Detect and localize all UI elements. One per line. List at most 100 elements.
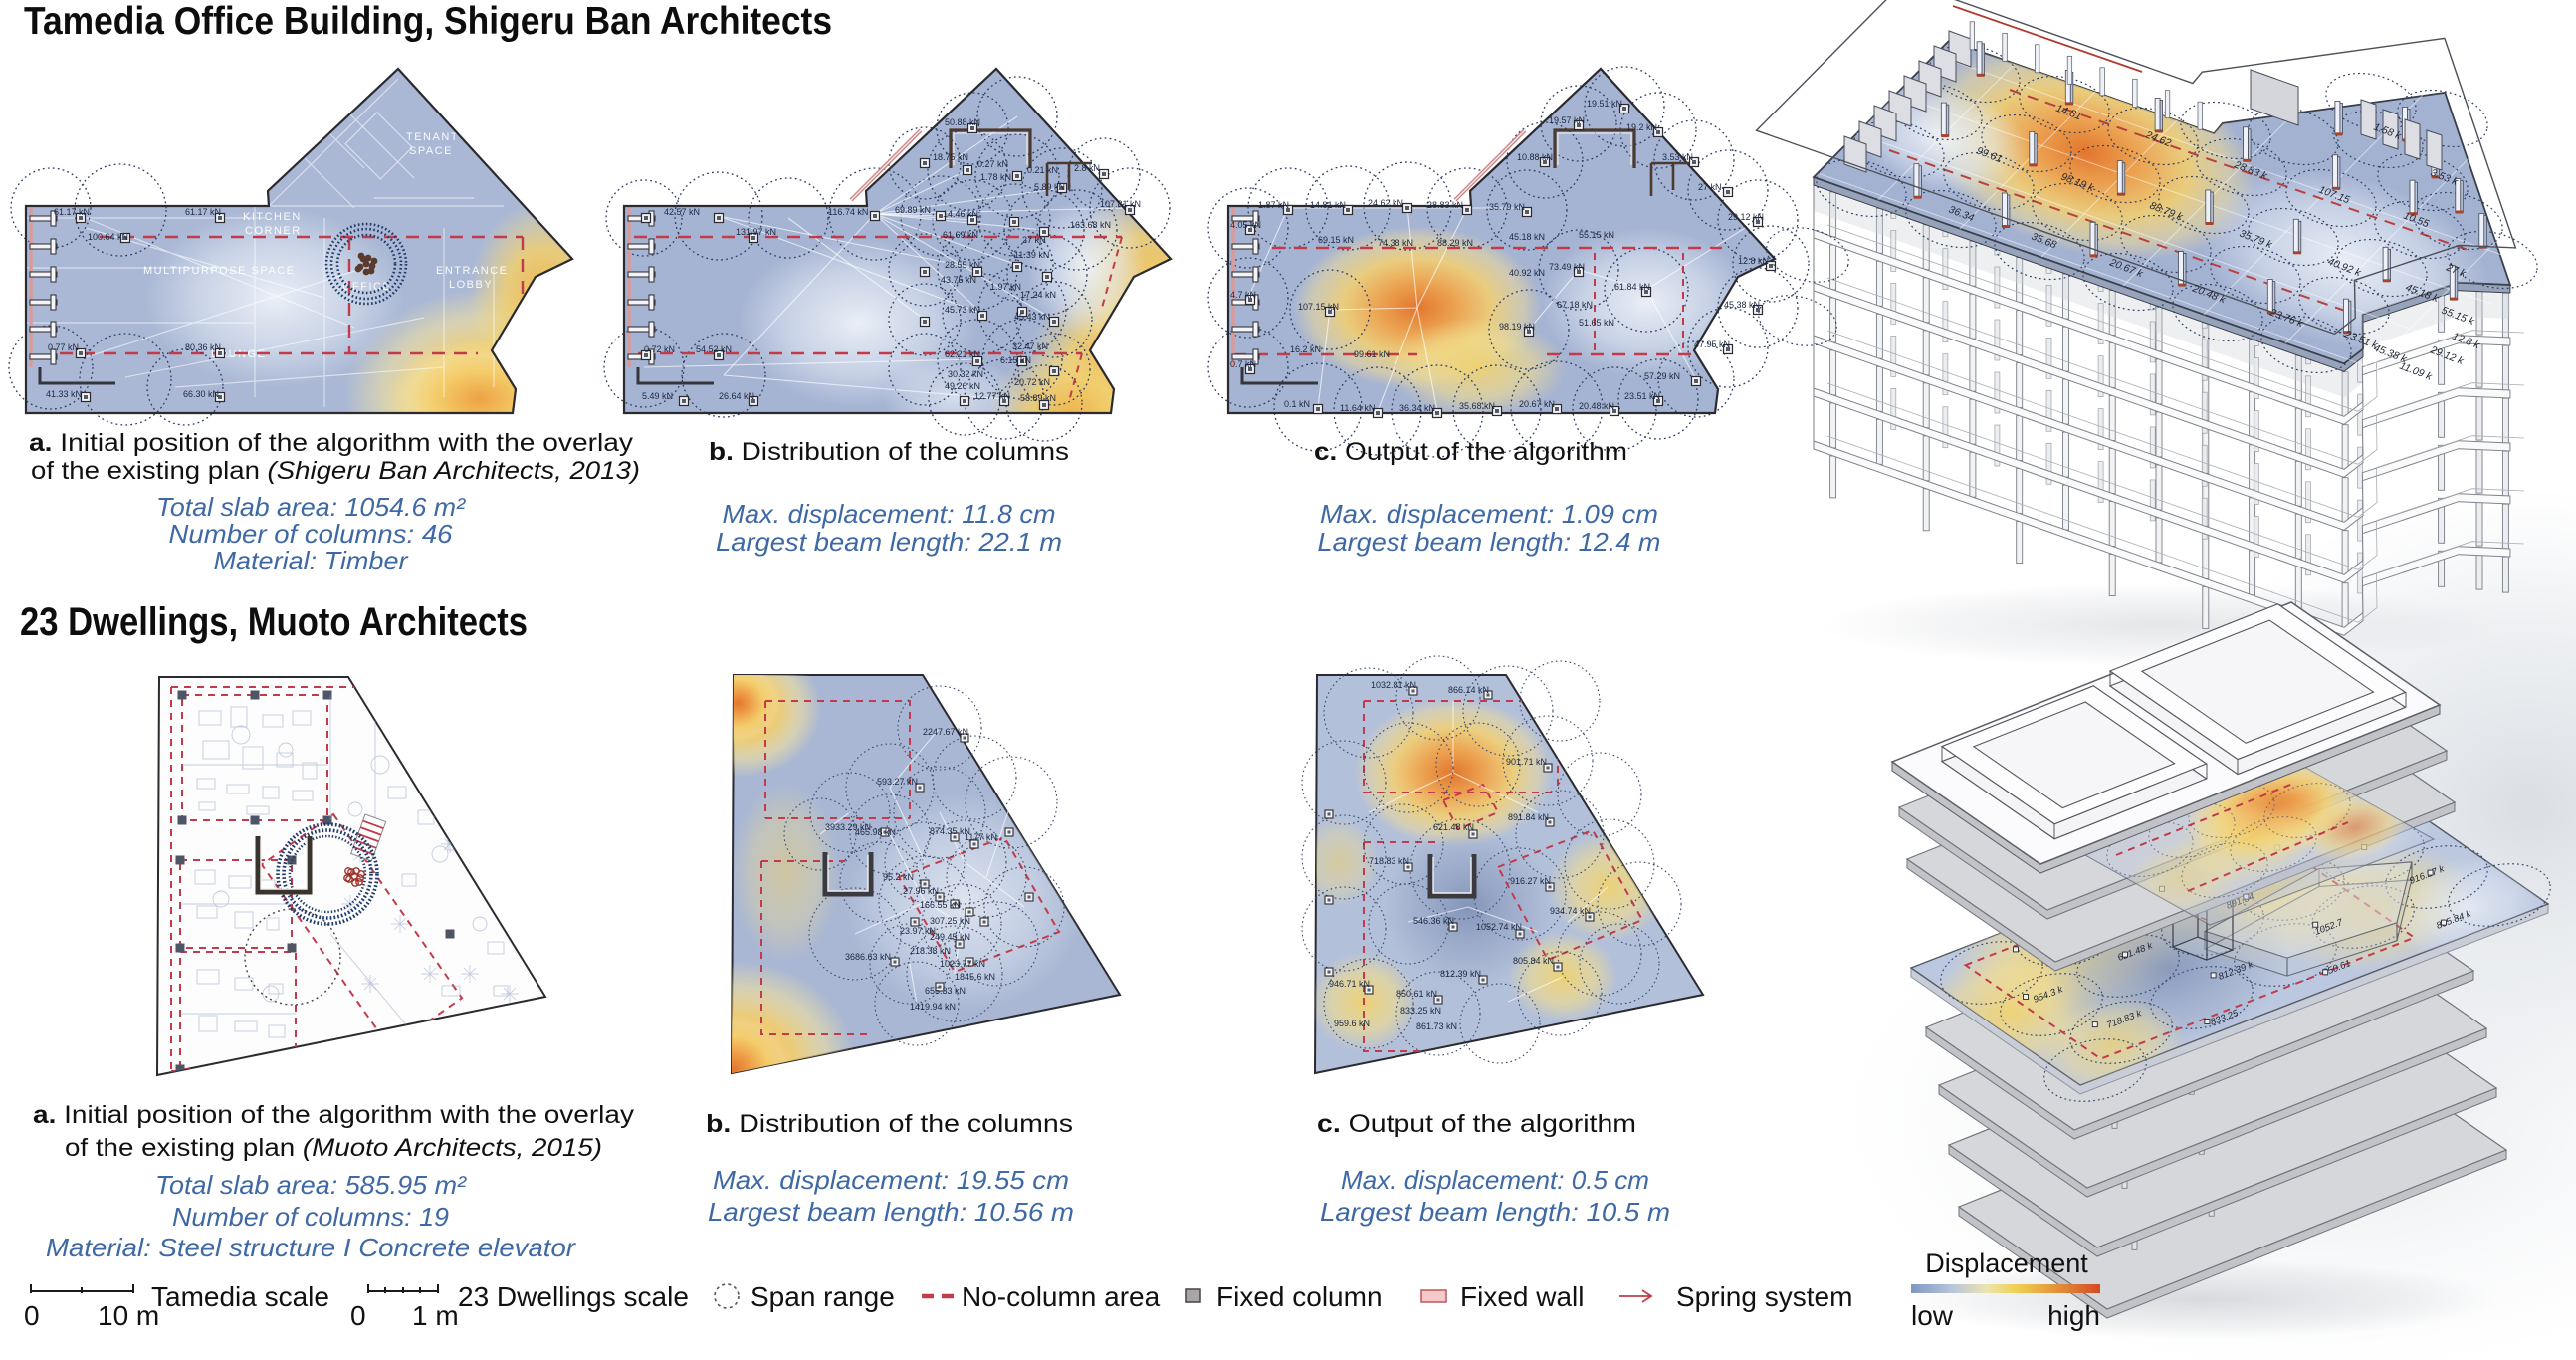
svg-text:95.2 kN: 95.2 kN [883, 872, 914, 882]
svg-text:49.26 kN: 49.26 kN [945, 381, 980, 391]
svg-text:891.84 kN: 891.84 kN [1508, 812, 1549, 822]
svg-text:1032.81 kN: 1032.81 kN [1371, 680, 1416, 690]
svg-text:11.39 kN: 11.39 kN [1014, 250, 1049, 260]
svg-text:946.71 kN: 946.71 kN [1329, 979, 1370, 989]
svg-text:959.6 kN: 959.6 kN [1334, 1019, 1370, 1028]
svg-text:14.46 kN: 14.46 kN [943, 209, 978, 219]
svg-text:1023.77 kN: 1023.77 kN [940, 959, 985, 969]
svg-text:43.75 kN: 43.75 kN [941, 275, 976, 285]
svg-text:Largest beam length: 10.56 m: Largest beam length: 10.56 m [708, 1197, 1074, 1227]
svg-text:Max. displacement: 1.09 cm: Max. displacement: 1.09 cm [1320, 499, 1658, 529]
svg-text:88.29 kN: 88.29 kN [1437, 238, 1473, 248]
svg-text:32.47 kN: 32.47 kN [1012, 341, 1048, 351]
svg-text:low: low [1911, 1300, 1954, 1331]
svg-text:27 kN: 27 kN [1698, 182, 1722, 192]
svg-text:14.81 kN: 14.81 kN [1310, 200, 1346, 210]
svg-text:3686.63 kN: 3686.63 kN [845, 952, 891, 962]
svg-text:866.14 kN: 866.14 kN [1448, 685, 1489, 695]
svg-text:166.55 kN: 166.55 kN [920, 900, 961, 910]
svg-text:1052.74 kN: 1052.74 kN [1476, 922, 1522, 932]
svg-text:29.12 kN: 29.12 kN [1728, 212, 1764, 222]
svg-text:20.48 kN: 20.48 kN [1579, 401, 1614, 411]
svg-text:a. Initial position of the alg: a. Initial position of the algorithm wit… [29, 429, 634, 457]
svg-text:c. Output of the algorithm: c. Output of the algorithm [1314, 438, 1627, 466]
svg-text:Tamedia Office Building, Shige: Tamedia Office Building, Shigeru Ban Arc… [24, 0, 832, 43]
svg-text:67.18 kN: 67.18 kN [1557, 300, 1593, 310]
svg-text:73.49 kN: 73.49 kN [1549, 262, 1585, 272]
svg-text:MULTIPURPOSE SPACE: MULTIPURPOSE SPACE [143, 265, 296, 277]
svg-text:61.69 kN: 61.69 kN [943, 230, 978, 240]
svg-text:TENANT: TENANT [406, 131, 459, 143]
svg-text:16.2 kN: 16.2 kN [1290, 344, 1321, 354]
svg-text:812.39 kN: 812.39 kN [1440, 969, 1481, 979]
svg-text:20.72 kN: 20.72 kN [1014, 377, 1050, 387]
svg-text:No-column area: No-column area [962, 1281, 1161, 1312]
svg-text:a. Initial position of the alg: a. Initial position of the algorithm wit… [33, 1101, 635, 1129]
svg-text:1.97 kN: 1.97 kN [990, 282, 1021, 292]
svg-text:51.65 kN: 51.65 kN [1579, 318, 1614, 328]
svg-text:b. Distribution of the columns: b. Distribution of the columns [706, 1110, 1073, 1138]
svg-text:high: high [2047, 1300, 2100, 1331]
svg-text:Spring system: Spring system [1676, 1281, 1852, 1312]
svg-text:116.74 kN: 116.74 kN [828, 207, 868, 217]
svg-text:901.71 kN: 901.71 kN [1506, 757, 1547, 767]
svg-text:23 Dwellings scale: 23 Dwellings scale [458, 1281, 689, 1312]
svg-text:57.29 kN: 57.29 kN [1644, 371, 1680, 381]
svg-text:28.83 kN: 28.83 kN [1427, 200, 1463, 210]
svg-text:621.48 kN: 621.48 kN [1433, 822, 1474, 832]
svg-text:69.89 kN: 69.89 kN [895, 205, 931, 215]
svg-text:218.38 kN: 218.38 kN [910, 946, 951, 956]
svg-text:20.67 kN: 20.67 kN [1519, 399, 1555, 409]
svg-text:0.27 kN: 0.27 kN [977, 159, 1008, 169]
svg-text:0.1 kN: 0.1 kN [1284, 399, 1310, 409]
svg-text:1 m: 1 m [412, 1300, 459, 1331]
svg-text:19.57 kN: 19.57 kN [1549, 115, 1585, 125]
svg-text:23.51 kN: 23.51 kN [1624, 391, 1660, 401]
svg-text:Displacement: Displacement [1925, 1248, 2088, 1278]
svg-text:874.35 kN: 874.35 kN [930, 826, 970, 836]
svg-text:LOBBY: LOBBY [449, 279, 493, 291]
svg-text:0.77 kN: 0.77 kN [48, 342, 79, 352]
svg-text:655.33 kN: 655.33 kN [925, 986, 966, 996]
svg-text:58.89 kN: 58.89 kN [1020, 393, 1056, 403]
svg-text:Total slab area: 1054.6 m²: Total slab area: 1054.6 m² [156, 492, 466, 522]
svg-text:35.68 kN: 35.68 kN [1459, 401, 1495, 411]
svg-text:42.57 kN: 42.57 kN [664, 207, 700, 217]
svg-text:131.97 kN: 131.97 kN [736, 227, 776, 237]
svg-text:Fixed column: Fixed column [1216, 1281, 1383, 1312]
svg-text:Largest beam length: 22.1 m: Largest beam length: 22.1 m [716, 527, 1062, 557]
svg-text:SPACE: SPACE [409, 145, 453, 157]
svg-text:18.75 kN: 18.75 kN [933, 152, 968, 162]
svg-text:66.30 kN: 66.30 kN [183, 389, 219, 399]
svg-text:30.32 kN: 30.32 kN [948, 369, 983, 379]
svg-text:Number of columns: 19: Number of columns: 19 [172, 1202, 449, 1232]
svg-text:546.36 kN: 546.36 kN [1413, 916, 1454, 926]
svg-text:69.15 kN: 69.15 kN [1318, 235, 1354, 245]
svg-text:b. Distribution of the columns: b. Distribution of the columns [709, 438, 1069, 466]
svg-text:41.33 kN: 41.33 kN [46, 389, 82, 399]
svg-text:of the existing plan (Shigeru: of the existing plan (Shigeru Ban Archit… [31, 457, 640, 485]
svg-text:0: 0 [24, 1300, 40, 1331]
svg-text:80.36 kN: 80.36 kN [185, 342, 221, 352]
svg-text:50.88 kN: 50.88 kN [945, 117, 980, 127]
svg-text:99.61 kN: 99.61 kN [1354, 349, 1390, 359]
svg-text:35.79 kN: 35.79 kN [1489, 202, 1525, 212]
svg-text:47.95 kN: 47.95 kN [1694, 340, 1730, 349]
svg-text:5.89 kN: 5.89 kN [1034, 182, 1065, 192]
svg-text:74.38 kN: 74.38 kN [1378, 238, 1413, 248]
svg-text:6.15 kN: 6.15 kN [1000, 355, 1031, 365]
svg-text:36.34 kN: 36.34 kN [1399, 403, 1435, 413]
svg-text:2247.67 kN: 2247.67 kN [923, 727, 968, 737]
svg-text:28.55 kN: 28.55 kN [945, 260, 980, 270]
svg-text:Largest beam length: 12.4 m: Largest beam length: 12.4 m [1318, 527, 1661, 557]
svg-text:19.51 kN: 19.51 kN [1587, 99, 1622, 109]
svg-text:45.43 kN: 45.43 kN [1014, 312, 1050, 322]
svg-text:Max. displacement: 11.8 cm: Max. displacement: 11.8 cm [723, 499, 1056, 529]
svg-text:0.21 kN: 0.21 kN [1027, 165, 1058, 175]
svg-text:23.97 kN: 23.97 kN [900, 926, 936, 936]
svg-text:Max. displacement: 19.55 cm: Max. displacement: 19.55 cm [713, 1165, 1069, 1195]
svg-text:4.05 kN: 4.05 kN [1230, 220, 1261, 230]
svg-text:98.19 kN: 98.19 kN [1499, 322, 1535, 332]
svg-text:1.87 kN: 1.87 kN [1258, 200, 1289, 210]
svg-text:249.45 kN: 249.45 kN [930, 932, 970, 942]
